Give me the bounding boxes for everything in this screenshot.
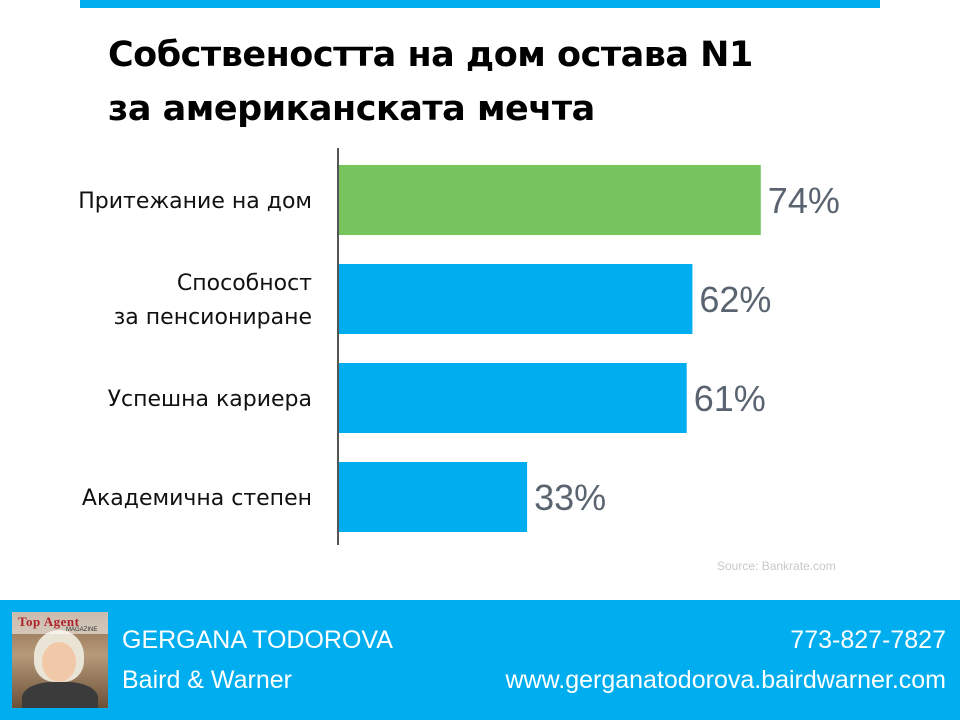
bar-3 (339, 363, 687, 433)
agent-name: GERGANA TODOROVA (122, 626, 393, 654)
top-accent-bar (80, 0, 880, 8)
title-line-1: Собствеността на дом остава N1 (108, 35, 753, 75)
agent-footer: Top Agent MAGAZINE GERGANA TODOROVA Bair… (0, 600, 960, 720)
agent-website-link[interactable]: www.gerganatodorova.bairdwarner.com (505, 666, 946, 694)
category-label-4: Академична степен (82, 486, 312, 511)
chart-title: Собствеността на дом остава N1 за америк… (108, 28, 753, 136)
value-label-2: 62% (699, 279, 771, 320)
agent-company: Baird & Warner (122, 666, 292, 694)
title-line-2: за американската мечта (108, 89, 595, 129)
agent-photo: Top Agent MAGAZINE (12, 612, 108, 708)
bar-2 (339, 264, 693, 334)
source-note: Source: Bankrate.com (717, 559, 836, 573)
category-label-3: Успешна кариера (108, 387, 312, 412)
bar-chart: 74% Притежание на дом 62% Способност за пенс… (78, 148, 840, 545)
magazine-logo-sub: MAGAZINE (66, 627, 98, 633)
magazine-logo (12, 612, 108, 634)
value-label-4: 33% (534, 477, 606, 518)
value-label-3: 61% (694, 378, 766, 419)
agent-phone[interactable]: 773-827-7827 (790, 626, 946, 654)
magazine-logo-name: Top Agent (18, 614, 80, 629)
category-label-2-line-2: за пенсиониране (114, 305, 312, 330)
category-label-1: Притежание на дом (78, 189, 312, 214)
category-label-2-line-1: Способност (177, 271, 312, 296)
value-label-1: 74% (768, 180, 840, 221)
bar-4 (339, 462, 528, 532)
bar-1 (339, 165, 761, 235)
